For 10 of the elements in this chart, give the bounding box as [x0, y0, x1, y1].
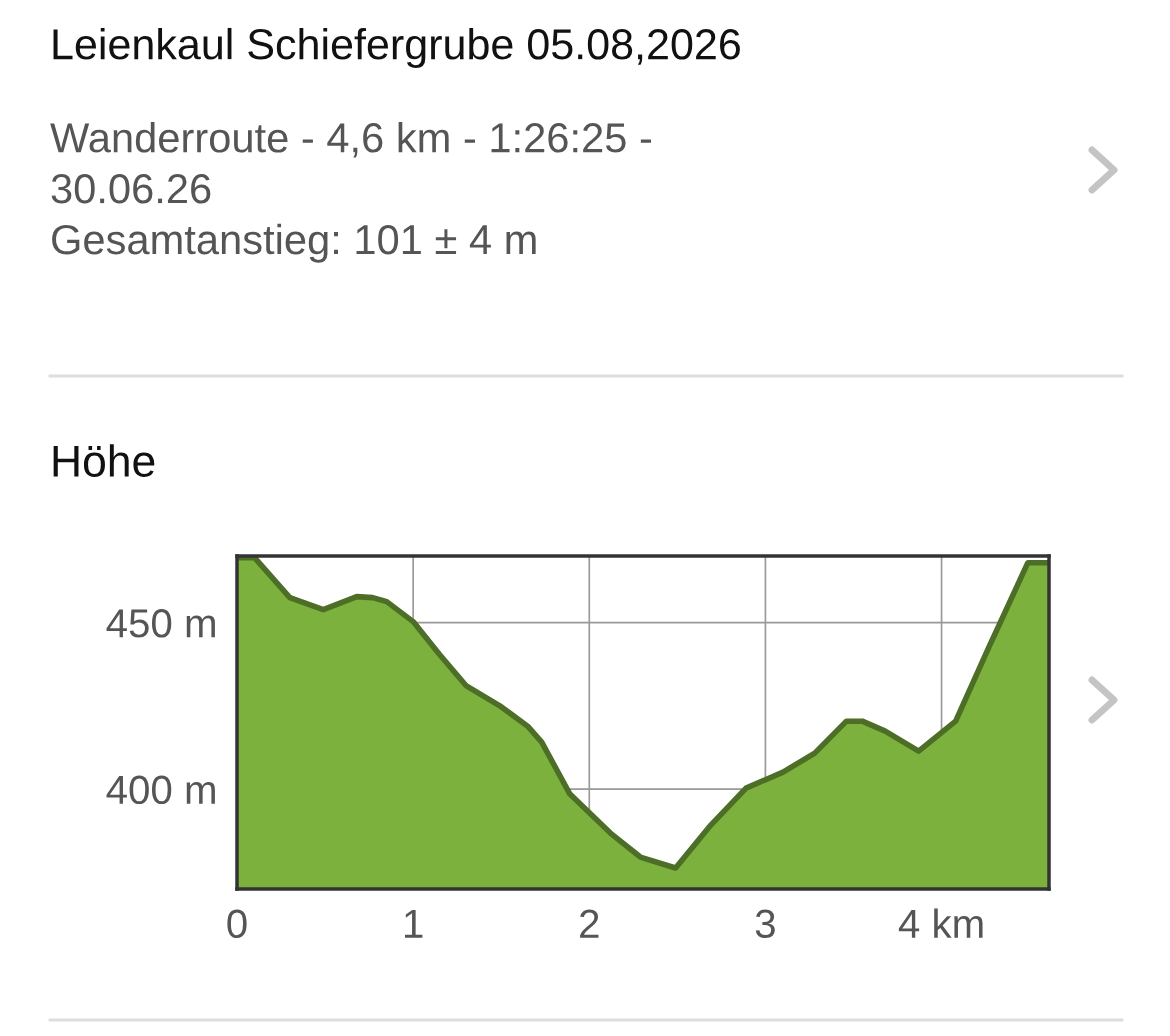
chart-title: Leienkaul Schiefergrube 05.08,2026 [53, 27, 740, 69]
text: Höhe [53, 444, 155, 477]
x-tick-label: 4 km [898, 908, 983, 938]
chart-subtitle: Wanderroute - 4,6 km - 1:26:25 - 30.06.26 Gesamtanstieg: 101 ± 4 m [50, 122, 652, 263]
x-tick-label: 2 [580, 909, 599, 938]
y-tick-label: 400 m [106, 775, 215, 805]
x-tick-label: 1 [405, 909, 423, 938]
x-tick-label: 0 [227, 909, 247, 939]
y-tick-label: 450 m [106, 609, 215, 638]
x-tick-label: 3 [755, 909, 775, 939]
